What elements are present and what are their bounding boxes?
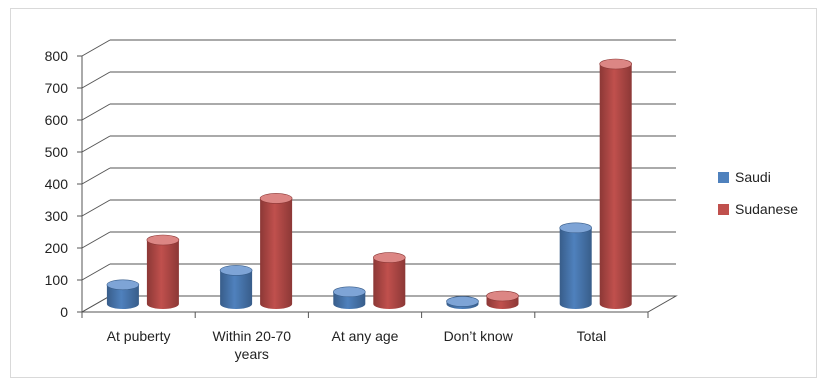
legend: Saudi Sudanese <box>718 169 798 217</box>
gridline-diag <box>81 103 111 121</box>
bar-saudi-4 <box>559 222 593 309</box>
bar-top <box>219 265 253 276</box>
y-tick-label: 400 <box>45 176 69 192</box>
x-tick-label: Within 20-70 <box>213 328 292 344</box>
y-tick-label: 500 <box>45 144 69 160</box>
bar-body <box>559 227 592 309</box>
bar-top <box>373 252 406 263</box>
bar-body <box>260 198 293 309</box>
bar-sudanese-1 <box>259 193 293 309</box>
y-axis-ticks: 0 100 200 300 400 500 600 700 800 <box>45 48 649 320</box>
gridline-diag <box>81 39 111 57</box>
bar-top <box>599 58 633 70</box>
gridline-diag <box>81 167 111 185</box>
x-tick-label: Total <box>577 328 607 344</box>
y-tick-label: 100 <box>45 272 69 288</box>
bar-body <box>599 64 632 309</box>
legend-label-saudi: Saudi <box>735 169 771 185</box>
legend-label-sudanese: Sudanese <box>735 201 798 217</box>
bar-body <box>373 257 406 309</box>
bar-top <box>106 279 140 291</box>
x-tick-label: At puberty <box>107 328 171 344</box>
bar-body <box>146 240 179 309</box>
gridline-diag <box>81 231 111 249</box>
y-tick-label: 700 <box>45 80 69 96</box>
chart-frame <box>10 8 817 378</box>
gridline-diag <box>81 295 111 313</box>
y-tick-label: 200 <box>45 240 69 256</box>
bar-sudanese-0 <box>146 234 180 309</box>
y-tick-label: 0 <box>60 304 68 320</box>
bar-body <box>106 284 139 309</box>
x-tick-label: At any age <box>332 328 399 344</box>
legend-swatch-saudi <box>718 172 729 183</box>
bar-top <box>146 234 180 246</box>
x-tick-label: years <box>235 346 269 362</box>
x-axis-labels: At puberty Within 20-70 years At any age Don… <box>107 328 607 362</box>
y-tick-label: 300 <box>45 208 69 224</box>
bar-top <box>486 290 519 302</box>
bar-sudanese-3 <box>486 290 519 309</box>
gridline-diag <box>81 263 111 281</box>
bar-sudanese-4 <box>599 58 633 309</box>
bar-sudanese-2 <box>373 252 406 309</box>
gridline-diag <box>81 199 111 217</box>
bar-top <box>446 296 479 307</box>
y-tick-label: 800 <box>45 48 69 64</box>
bar-top <box>333 286 366 298</box>
legend-swatch-sudanese <box>718 204 729 215</box>
bar-body <box>220 270 253 309</box>
gridline-diag <box>81 135 111 153</box>
bar-top <box>259 193 293 204</box>
bar-saudi-1 <box>219 265 253 309</box>
bar-top <box>559 222 593 234</box>
bars <box>106 58 633 309</box>
bar-saudi-3 <box>446 296 479 309</box>
gridline-diag <box>81 71 111 89</box>
y-tick-label: 600 <box>45 112 69 128</box>
bar-saudi-0 <box>106 279 140 309</box>
bar-saudi-2 <box>333 286 366 309</box>
x-tick-label: Don’t know <box>444 328 514 344</box>
